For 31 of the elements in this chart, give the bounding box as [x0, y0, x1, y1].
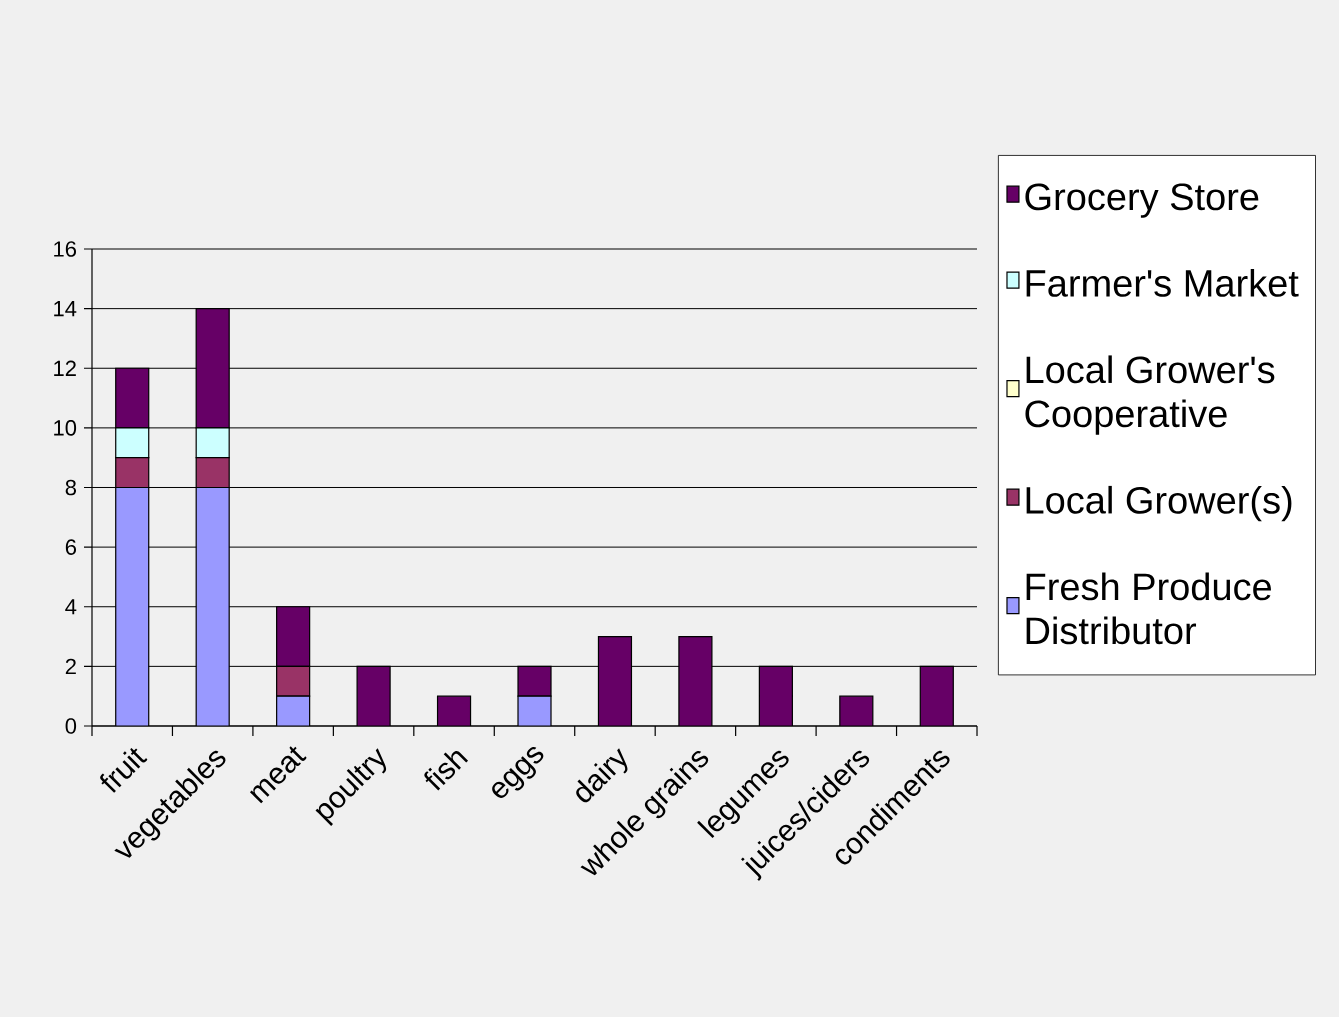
x-tick-label: fish	[424, 751, 469, 791]
x-tick-label: eggs	[492, 746, 544, 798]
y-tick-label: 0	[65, 718, 77, 734]
legend-label: Local Grower(s)	[1026, 485, 1292, 522]
y-tick-label: 8	[65, 479, 77, 496]
bar	[919, 665, 954, 726]
bar	[678, 635, 713, 726]
bar	[597, 635, 633, 726]
legend-label: Grocery Store	[1025, 183, 1259, 218]
bar	[356, 665, 391, 726]
bar	[195, 308, 230, 429]
bar	[276, 665, 311, 697]
bar	[115, 486, 150, 726]
legend-label: Local Grower's Cooperative	[1025, 355, 1275, 435]
y-tick-label: 16	[54, 241, 76, 257]
y-tick-label: 6	[65, 539, 77, 555]
y-tick-label: 12	[54, 360, 76, 376]
bar	[436, 695, 472, 726]
bar	[517, 665, 552, 697]
bar	[276, 695, 311, 726]
legend-label: Fresh Produce Distributor	[1026, 572, 1271, 645]
legend-label: Farmer's Market	[1026, 268, 1299, 297]
y-tick-label: 4	[65, 599, 77, 615]
bar	[758, 665, 793, 726]
bar	[276, 606, 311, 667]
y-tick-label: 2	[65, 658, 76, 675]
y-tick-label: 14	[54, 301, 77, 317]
bar	[839, 695, 874, 726]
bar	[195, 486, 230, 726]
bar	[115, 367, 150, 429]
y-tick-label: 10	[54, 420, 77, 436]
